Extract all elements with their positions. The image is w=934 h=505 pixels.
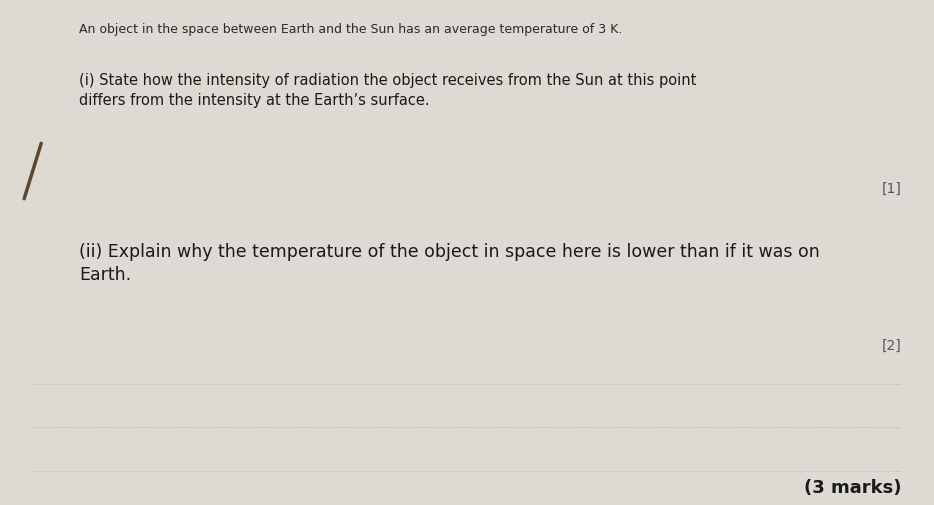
Text: (3 marks): (3 marks) xyxy=(804,478,901,496)
Text: [2]: [2] xyxy=(882,338,901,352)
Text: (ii) Explain why the temperature of the object in space here is lower than if it: (ii) Explain why the temperature of the … xyxy=(79,242,820,284)
Text: An object in the space between Earth and the Sun has an average temperature of 3: An object in the space between Earth and… xyxy=(79,23,623,36)
Text: (i) State how the intensity of radiation the object receives from the Sun at thi: (i) State how the intensity of radiation… xyxy=(79,73,697,108)
Text: [1]: [1] xyxy=(882,182,901,196)
